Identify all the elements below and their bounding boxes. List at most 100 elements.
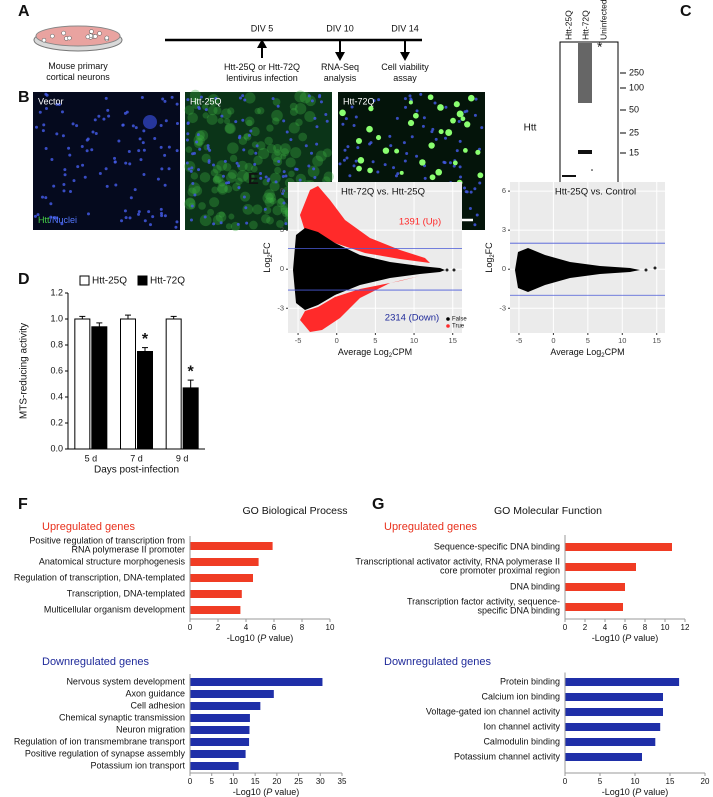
htt-inclusion [477, 172, 484, 179]
bar [190, 558, 259, 566]
nucleus [198, 147, 202, 151]
htt-signal [235, 177, 243, 186]
nucleus [159, 211, 163, 215]
nucleus [128, 216, 132, 220]
htt-signal [280, 207, 288, 215]
nucleus [189, 169, 193, 173]
htt-inclusion [427, 94, 434, 101]
nucleus [98, 171, 102, 175]
nucleus [402, 141, 406, 145]
htt-signal [290, 147, 302, 159]
x-tick-label: 35 [338, 777, 347, 786]
htt-signal [237, 160, 248, 172]
htt-inclusion [428, 142, 435, 149]
htt-signal [223, 118, 231, 125]
x-axis-label-part: P [625, 633, 631, 643]
nucleus [457, 120, 461, 124]
nucleus [117, 139, 121, 143]
htt-inclusion [367, 167, 373, 174]
nucleus [377, 98, 381, 102]
nucleus [237, 186, 241, 190]
category-label: DNA binding [510, 581, 560, 591]
stain-nuclei: /Nuclei [50, 215, 78, 225]
nucleus [156, 177, 160, 181]
htt-signal [276, 198, 286, 208]
nucleus [241, 94, 245, 98]
micrograph [33, 92, 180, 230]
htt-signal [315, 150, 327, 162]
marker-label: 50 [629, 104, 639, 114]
x-tick-label: -5 [295, 336, 302, 345]
nucleus [223, 159, 227, 163]
y-axis-label-part: Log [484, 258, 494, 273]
y-axis-label-part: Log [262, 258, 272, 273]
nucleus [160, 214, 164, 218]
htt-signal [305, 95, 316, 107]
bar [137, 351, 153, 450]
nucleus [434, 137, 438, 141]
step-event: Htt-25Q or Htt-72Q lentivirus infection [224, 62, 300, 83]
nucleus [227, 181, 231, 185]
htt-signal [276, 219, 284, 228]
bar [190, 590, 242, 598]
neuron-icon [50, 33, 55, 39]
marker-label: 15 [629, 147, 639, 157]
category-label: Sequence-specific DNA binding [434, 541, 560, 551]
outlier-point [653, 266, 657, 270]
x-tick-label: 6 [272, 623, 277, 632]
htt-signal [198, 202, 206, 210]
x-tick-label: 25 [294, 777, 303, 786]
nucleus [44, 147, 48, 151]
htt-signal [206, 113, 218, 125]
step-event: Cell viability assay [381, 62, 429, 83]
nucleus [38, 110, 42, 114]
nucleus [241, 118, 245, 122]
nucleus [159, 124, 163, 128]
nucleus [388, 134, 392, 138]
htt-signal [273, 143, 282, 153]
htt-inclusion [437, 104, 444, 111]
arrow-head [400, 52, 410, 61]
bar [190, 750, 246, 758]
htt-signal [184, 105, 195, 115]
htt-signal [196, 130, 209, 142]
plot-title: Htt-72Q vs. Htt-25Q [341, 187, 425, 198]
nucleus [131, 124, 135, 128]
y-tick-label: 3 [502, 225, 506, 234]
nucleus [267, 177, 271, 181]
nucleus [212, 222, 216, 226]
nucleus [190, 204, 194, 208]
htt-signal [213, 106, 222, 115]
x-axis-label-part: Average Log [550, 347, 601, 357]
htt-signal [266, 124, 274, 132]
htt-signal [288, 122, 300, 134]
y-tick-label: 0 [280, 264, 284, 273]
nucleus [189, 218, 193, 222]
nucleus [220, 114, 224, 118]
bar [190, 738, 250, 746]
x-tick-label: 15 [653, 336, 661, 345]
point-cloud-true [300, 276, 420, 332]
category-label: Voltage-gated ion channel activity [426, 706, 561, 716]
nucleus [455, 149, 459, 153]
x-tick-label: 20 [701, 777, 710, 786]
x-tick-label: 4 [603, 623, 608, 632]
point-cloud [515, 248, 657, 292]
htt-signal [207, 105, 218, 116]
htt-signal [264, 189, 275, 200]
outlier-point [445, 268, 449, 272]
nucleus [354, 159, 358, 163]
htt-signal [246, 119, 253, 127]
y-tick-label: 1.0 [50, 313, 63, 323]
category-label: Transcription, DNA-templated [67, 588, 185, 598]
y-tick-label: 6 [280, 186, 284, 195]
category-label: Protein binding [500, 676, 560, 686]
htt-signal [184, 198, 196, 210]
nucleus [235, 161, 239, 165]
htt-signal [269, 197, 277, 205]
step-event-line: lentivirus infection [226, 73, 298, 83]
neuron-icon [85, 34, 91, 40]
outlier-point [452, 268, 456, 272]
nucleus [72, 179, 76, 183]
nucleus [40, 195, 44, 199]
